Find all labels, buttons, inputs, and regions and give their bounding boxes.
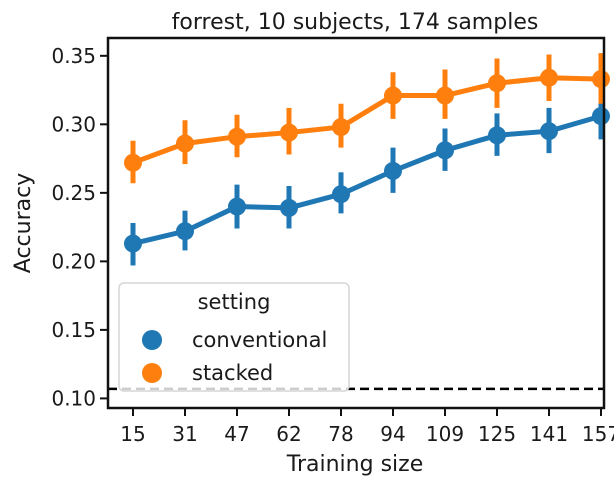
data-point-conventional-109 <box>436 141 454 160</box>
legend-label-stacked: stacked <box>192 361 273 385</box>
data-point-conventional-47 <box>228 197 246 216</box>
plot-frame <box>106 36 606 410</box>
y-tick-label-0.35: 0.35 <box>51 44 96 68</box>
x-tick-label-157: 157 <box>582 422 614 446</box>
x-tick-label-62: 62 <box>276 422 301 446</box>
data-point-conventional-125 <box>488 126 506 145</box>
data-point-conventional-62 <box>280 198 298 217</box>
data-point-stacked-109 <box>436 86 454 105</box>
y-tick-label-0.25: 0.25 <box>51 181 96 205</box>
plot-area <box>108 53 610 391</box>
data-point-conventional-78 <box>332 185 350 204</box>
data-point-stacked-31 <box>176 134 194 153</box>
data-point-conventional-141 <box>540 122 558 141</box>
x-tick-label-31: 31 <box>172 422 197 446</box>
data-point-conventional-15 <box>124 234 142 253</box>
legend-entries: conventional stacked <box>142 328 327 385</box>
x-tick-label-125: 125 <box>478 422 516 446</box>
data-point-conventional-31 <box>176 222 194 241</box>
y-axis-label: Accuracy <box>11 173 36 273</box>
legend-title: setting <box>198 290 271 314</box>
x-tick-label-109: 109 <box>426 422 464 446</box>
data-point-stacked-15 <box>124 153 142 172</box>
series-stacked <box>124 53 610 184</box>
y-axis: 0.10 0.15 0.20 0.25 0.30 0.35 <box>51 44 108 410</box>
legend-marker-stacked <box>142 363 162 383</box>
x-tick-label-94: 94 <box>380 422 405 446</box>
data-point-conventional-94 <box>384 161 402 180</box>
data-point-stacked-125 <box>488 74 506 93</box>
x-axis-label: Training size <box>286 452 423 477</box>
y-tick-label-0.10: 0.10 <box>51 386 96 410</box>
data-point-stacked-78 <box>332 118 350 137</box>
data-point-stacked-62 <box>280 123 298 142</box>
y-tick-label-0.30: 0.30 <box>51 112 96 136</box>
series-conventional <box>124 94 610 266</box>
legend: setting conventional stacked <box>118 282 350 392</box>
series-line-stacked <box>132 75 602 166</box>
data-point-stacked-94 <box>384 86 402 105</box>
data-point-stacked-157 <box>592 70 610 89</box>
x-tick-label-141: 141 <box>530 422 568 446</box>
data-point-stacked-47 <box>228 127 246 146</box>
x-tick-label-15: 15 <box>120 422 145 446</box>
legend-marker-conventional <box>142 330 162 350</box>
data-point-stacked-141 <box>540 68 558 87</box>
y-tick-label-0.15: 0.15 <box>51 318 96 342</box>
legend-box <box>118 282 350 392</box>
chart-title: forrest, 10 subjects, 174 samples <box>172 10 539 35</box>
x-tick-label-78: 78 <box>328 422 353 446</box>
x-axis: 15 31 47 62 78 94 109 125 141 157 <box>120 408 614 446</box>
x-tick-label-47: 47 <box>224 422 249 446</box>
y-tick-label-0.20: 0.20 <box>51 249 96 273</box>
legend-label-conventional: conventional <box>192 328 327 352</box>
data-point-conventional-157 <box>592 107 610 126</box>
series-line-conventional <box>132 113 602 246</box>
